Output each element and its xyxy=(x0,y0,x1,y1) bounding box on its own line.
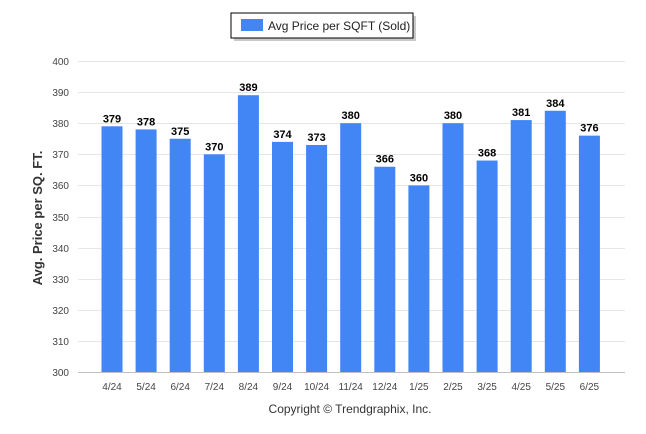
bar xyxy=(544,110,566,372)
bar-value-label: 379 xyxy=(103,113,121,125)
bar xyxy=(101,126,123,372)
y-tick-label: 340 xyxy=(52,244,69,255)
bar xyxy=(203,154,225,372)
x-tick-label: 4/24 xyxy=(102,382,122,393)
y-tick-label: 380 xyxy=(52,119,69,130)
bar xyxy=(169,138,191,372)
x-tick-label: 11/24 xyxy=(339,382,364,393)
x-tick-label: 10/24 xyxy=(304,382,329,393)
y-axis-title: Avg. Price per SQ. FT. xyxy=(30,151,45,286)
x-tick-label: 12/24 xyxy=(372,382,397,393)
bar xyxy=(476,160,498,372)
copyright-text: Copyright © Trendgraphix, Inc. xyxy=(269,402,432,416)
x-tick-label: 3/25 xyxy=(477,382,497,393)
bar xyxy=(272,141,293,372)
bar-value-label: 374 xyxy=(273,129,292,141)
y-tick-label: 300 xyxy=(52,368,69,379)
x-tick-label: 6/25 xyxy=(580,382,600,393)
bar-value-label: 380 xyxy=(444,110,462,122)
y-tick-label: 370 xyxy=(52,150,69,161)
y-tick-label: 390 xyxy=(52,88,69,99)
bar-value-label: 373 xyxy=(307,132,325,144)
bar-value-labels: 379 378 375 370 389 374 373 380 366 360 380 368 381 3… xyxy=(103,82,599,184)
bar xyxy=(510,120,532,372)
y-tick-label: 360 xyxy=(52,181,69,192)
y-tick-label: 330 xyxy=(52,275,69,286)
x-tick-label: 1/25 xyxy=(409,382,429,393)
x-tick-label: 7/24 xyxy=(205,382,225,393)
bar-value-label: 389 xyxy=(239,82,257,94)
bar xyxy=(408,185,430,372)
bars xyxy=(101,95,600,373)
x-tick-label: 9/24 xyxy=(273,382,293,393)
bar-value-label: 370 xyxy=(205,141,223,153)
y-tick-label: 310 xyxy=(52,337,69,348)
legend-swatch xyxy=(241,19,263,31)
bar xyxy=(340,123,362,372)
bar xyxy=(237,95,259,373)
bar-value-label: 366 xyxy=(376,154,394,166)
x-tick-label: 4/25 xyxy=(511,382,531,393)
bar-value-label: 376 xyxy=(580,123,598,135)
bar xyxy=(306,144,328,372)
bar-value-label: 380 xyxy=(342,110,360,122)
bar-value-label: 381 xyxy=(512,107,530,119)
bar-value-label: 368 xyxy=(478,148,496,160)
bar-value-label: 384 xyxy=(546,98,565,110)
bar xyxy=(135,129,157,372)
x-axis-ticks: 4/24 5/24 6/24 7/24 8/24 9/24 10/24 11/24 12/24 1… xyxy=(102,382,599,393)
y-axis-ticks: 300 310 320 330 340 350 360 370 380 390 400 xyxy=(52,57,69,379)
bar-value-label: 378 xyxy=(137,116,155,128)
bar-value-label: 360 xyxy=(410,172,428,184)
y-tick-label: 400 xyxy=(52,57,69,68)
bar xyxy=(374,166,396,372)
y-tick-label: 320 xyxy=(52,306,69,317)
x-tick-label: 5/25 xyxy=(546,382,566,393)
y-tick-label: 350 xyxy=(52,213,69,224)
x-tick-label: 6/24 xyxy=(170,382,190,393)
legend-label: Avg Price per SQFT (Sold) xyxy=(268,19,410,33)
legend: Avg Price per SQFT (Sold) xyxy=(230,12,416,41)
x-tick-label: 8/24 xyxy=(239,382,259,393)
x-tick-label: 2/25 xyxy=(443,382,463,393)
bar xyxy=(442,123,464,372)
bar-value-label: 375 xyxy=(171,126,189,138)
x-tick-label: 5/24 xyxy=(136,382,156,393)
bar xyxy=(578,135,600,372)
